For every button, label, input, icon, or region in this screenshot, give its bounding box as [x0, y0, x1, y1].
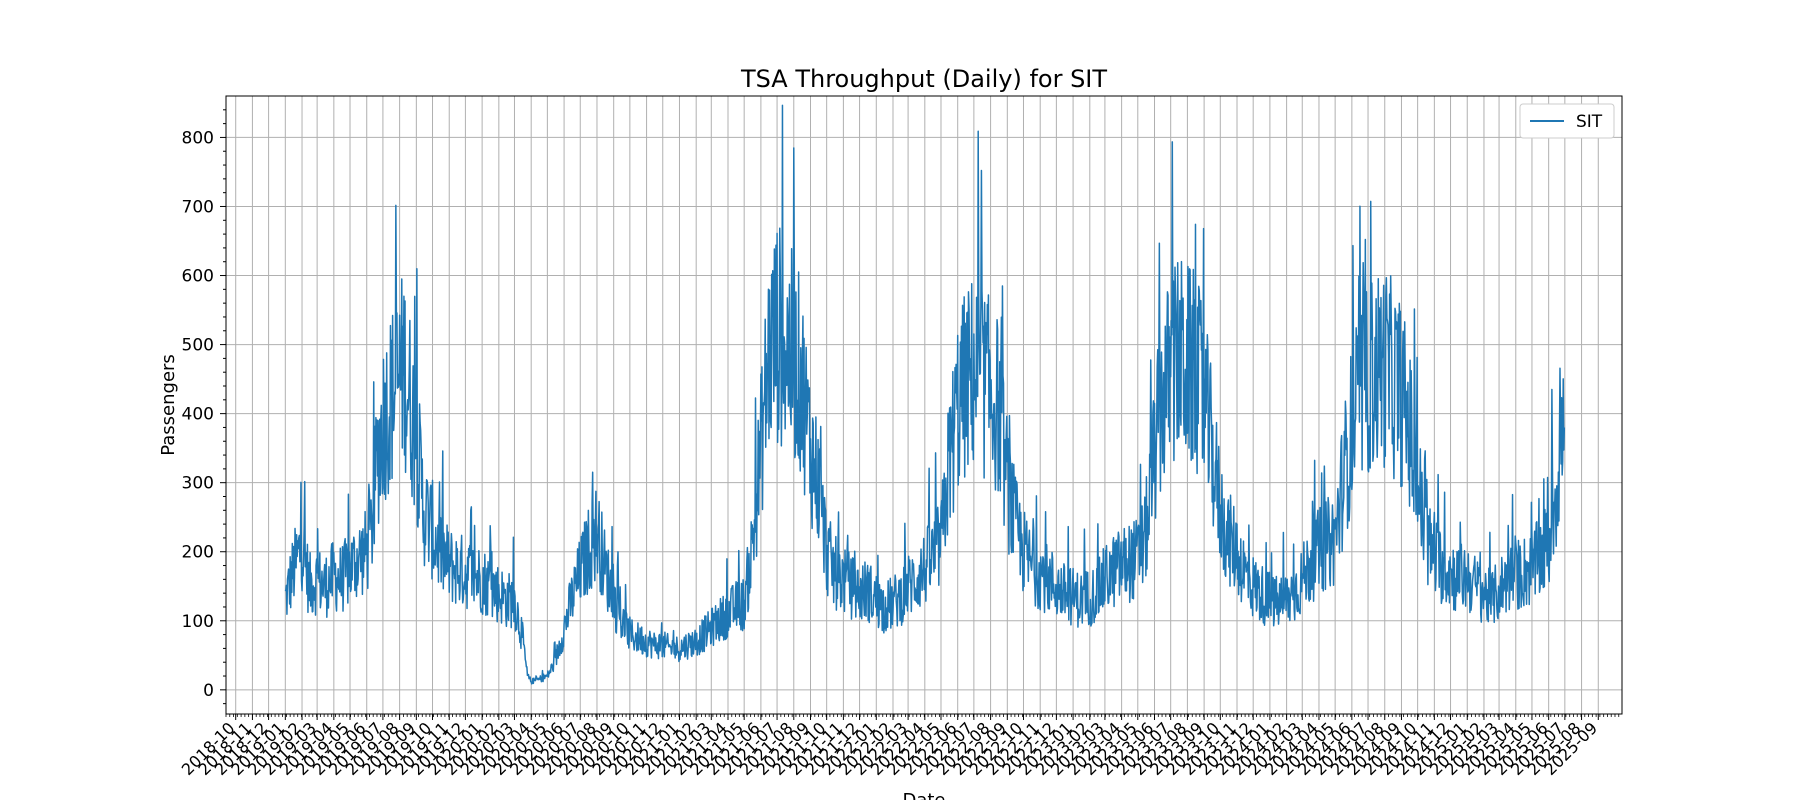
y-tick-label: 800 — [182, 128, 214, 148]
y-tick-label: 400 — [182, 405, 214, 425]
y-tick-label: 300 — [182, 474, 214, 494]
y-tick-label: 600 — [182, 267, 214, 287]
legend: SIT — [1519, 103, 1615, 139]
x-axis-ticks: 2018-102018-112018-122019-012019-022019-… — [178, 714, 1620, 779]
y-tick-label: 500 — [182, 336, 214, 356]
plot-area-frame — [225, 95, 1623, 715]
chart-title: TSA Throughput (Daily) for SIT — [740, 65, 1107, 93]
y-tick-label: 200 — [182, 543, 214, 563]
legend-box — [1519, 103, 1615, 139]
y-tick-label: 0 — [203, 681, 214, 701]
y-tick-label: 100 — [182, 612, 214, 632]
grid-lines — [226, 96, 1622, 714]
y-axis-ticks: 0 100 200 300 400 500 600 700 800 — [182, 109, 226, 705]
y-tick-label: 700 — [182, 197, 214, 217]
y-axis-label: Passengers — [158, 354, 179, 456]
x-axis-label: Date — [902, 790, 945, 800]
series-line-sit — [284, 104, 1566, 685]
series-line-layer — [284, 104, 1566, 685]
legend-label-sit: SIT — [1576, 112, 1603, 132]
